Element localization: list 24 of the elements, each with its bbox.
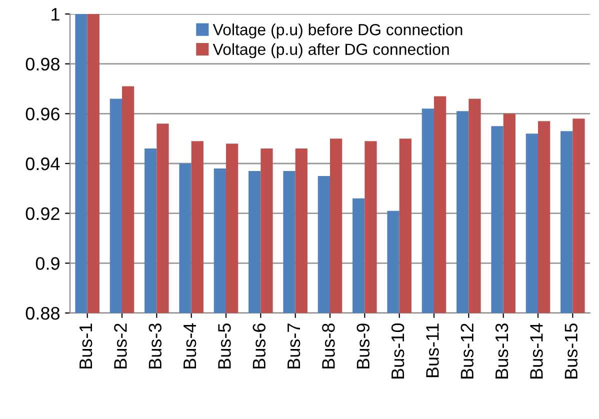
x-tick-label: Bus-11: [426, 324, 439, 378]
x-tick-label: Bus-15: [564, 323, 578, 378]
x-tick-label: Bus-12: [460, 324, 474, 378]
x-tick-label: Bus-7: [288, 324, 300, 368]
legend-label: Voltage (p.u) after DG connection: [212, 43, 449, 58]
y-tick-label: 0.94: [26, 157, 60, 170]
y-tick-label: 0.92: [26, 207, 60, 220]
y-tick-label: 0.96: [26, 108, 60, 120]
x-tick-label: Bus-10: [391, 323, 404, 378]
y-tick-label: 0.9: [36, 257, 60, 270]
x-tick-label: Bus-2: [114, 324, 127, 368]
x-tick-label: Bus-3: [148, 324, 162, 368]
x-tick-label: Bus-1: [80, 324, 92, 368]
legend-label: Voltage (p.u) before DG connection: [212, 24, 462, 38]
y-tick-label: 0.98: [26, 58, 60, 71]
x-tick-label: Bus-8: [322, 324, 335, 368]
x-tick-label: Bus-9: [356, 324, 370, 368]
x-tick-label: Bus-13: [495, 324, 508, 378]
x-tick-label: Bus-5: [218, 323, 231, 368]
x-tick-label: Bus-6: [252, 324, 266, 368]
x-tick-label: Bus-4: [184, 323, 196, 368]
x-tick-label: Bus-14: [530, 323, 543, 378]
y-tick-label: 0.88: [26, 306, 60, 320]
y-tick-label: 1: [52, 8, 60, 21]
